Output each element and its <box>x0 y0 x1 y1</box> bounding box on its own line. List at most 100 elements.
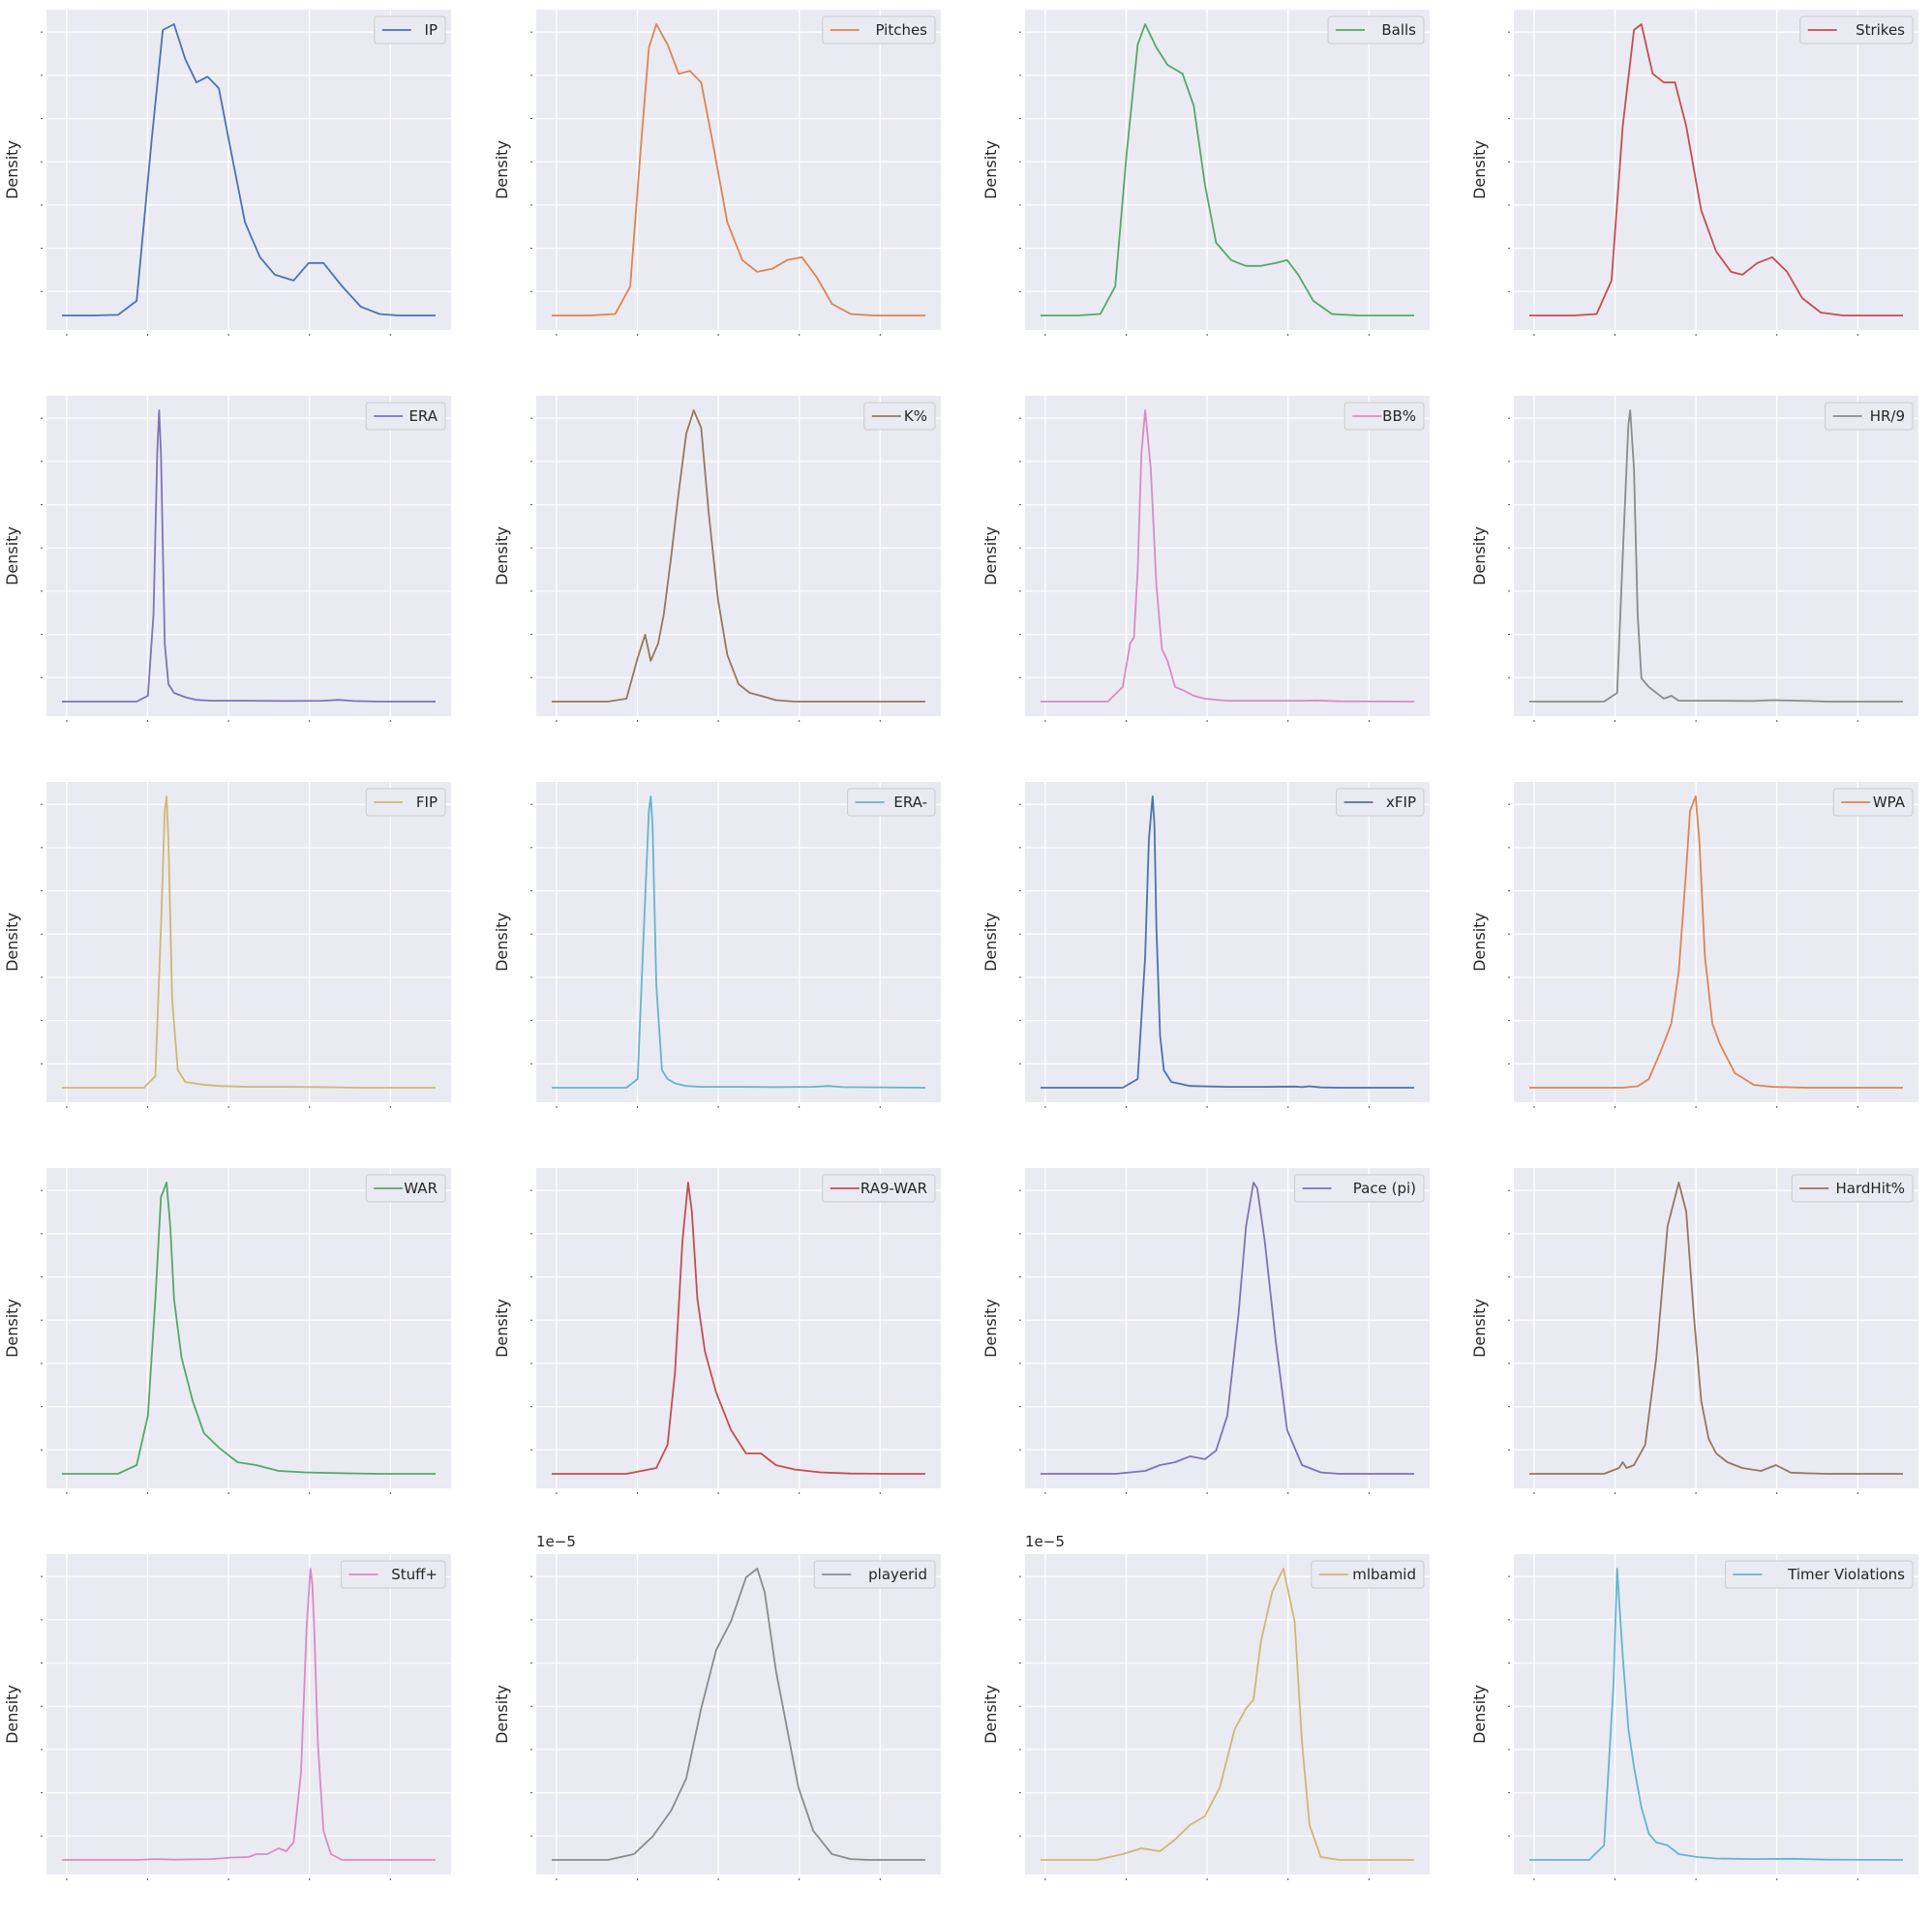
density-line <box>552 1182 925 1475</box>
legend: Pace (pi) <box>1294 1174 1425 1203</box>
density-chart-svg: Density FIP <box>3 782 451 1108</box>
plot-area <box>1514 782 1918 1102</box>
density-panel: Density K% <box>490 386 980 760</box>
legend: ERA <box>365 402 446 431</box>
legend-box <box>365 788 446 817</box>
legend: Stuff+ <box>340 1560 446 1589</box>
plot-area <box>1025 782 1430 1102</box>
legend-label: Strikes <box>1856 21 1905 39</box>
legend-box <box>1832 788 1914 817</box>
legend-label: K% <box>904 407 927 425</box>
axis-offset-label: 1e−5 <box>536 1533 576 1550</box>
density-line <box>1041 795 1414 1089</box>
density-panel: Density Timer Violations <box>1467 1544 1932 1918</box>
y-axis-label: Density <box>493 1685 511 1744</box>
plot-area <box>1025 1168 1430 1488</box>
density-line <box>552 23 925 316</box>
density-panel: Density HR/9 <box>1467 386 1932 760</box>
y-axis-label: Density <box>3 526 21 585</box>
legend-label: RA9-WAR <box>860 1180 927 1197</box>
y-axis-label: Density <box>493 913 511 972</box>
legend-box <box>1336 788 1425 817</box>
density-chart-svg: Density Stuff+ <box>3 1554 451 1880</box>
density-panel: Density xFIP <box>979 772 1468 1146</box>
density-line <box>62 23 436 316</box>
density-chart-svg: Density BB% <box>981 396 1430 722</box>
legend: BB% <box>1343 402 1425 431</box>
legend-label: xFIP <box>1386 794 1416 811</box>
density-line <box>1041 409 1415 703</box>
legend: IP <box>374 15 446 45</box>
density-panel: Density 1e−5 playerid <box>490 1533 980 1918</box>
y-axis-label: Density <box>1470 1685 1489 1744</box>
density-chart-svg: Density ERA- <box>493 782 941 1108</box>
density-line <box>62 1182 436 1475</box>
density-panel: Density Balls <box>979 0 1468 374</box>
legend: WAR <box>365 1174 446 1203</box>
plot-area <box>1025 396 1430 716</box>
y-axis-label: Density <box>493 140 511 199</box>
legend-box <box>847 788 936 817</box>
legend-box <box>1724 1560 1914 1589</box>
y-axis-label: Density <box>3 913 21 972</box>
legend-label: HardHit% <box>1836 1180 1905 1197</box>
plot-area <box>1514 10 1918 330</box>
legend: playerid <box>813 1560 936 1589</box>
plot-area <box>1514 1554 1918 1874</box>
legend-label: Pace (pi) <box>1353 1180 1416 1197</box>
y-axis-label: Density <box>981 913 1000 972</box>
density-chart-svg: Density WPA <box>1470 782 1918 1108</box>
density-panel: Density ERA- <box>490 772 980 1146</box>
plot-area <box>46 1554 451 1874</box>
density-line <box>552 409 925 703</box>
legend-label: Stuff+ <box>391 1566 438 1583</box>
legend: HR/9 <box>1825 402 1914 431</box>
density-panel: Density Stuff+ <box>0 1544 490 1918</box>
density-chart-svg: Density Timer Violations <box>1470 1554 1918 1880</box>
legend-label: ERA- <box>893 794 927 811</box>
plot-area <box>46 10 451 330</box>
legend-box <box>340 1560 446 1589</box>
density-panel: Density HardHit% <box>1467 1158 1932 1532</box>
y-axis-label: Density <box>981 140 1000 199</box>
density-line <box>1041 1182 1414 1475</box>
density-panel: Density FIP <box>0 772 490 1146</box>
density-chart-svg: Density RA9-WAR <box>493 1168 941 1494</box>
legend-label: FIP <box>416 794 438 811</box>
legend-box <box>365 1174 446 1203</box>
density-panel: Density Pace (pi) <box>979 1158 1468 1532</box>
plot-area <box>46 1168 451 1488</box>
axis-offset-label: 1e−5 <box>1025 1533 1065 1550</box>
legend: Strikes <box>1799 15 1914 45</box>
density-chart-svg: Density Pitches <box>493 10 941 336</box>
density-chart-svg: Density xFIP <box>981 782 1430 1108</box>
density-line <box>1529 795 1903 1089</box>
density-chart-svg: Density Pace (pi) <box>981 1168 1430 1494</box>
legend-label: Balls <box>1381 21 1416 39</box>
legend-box <box>1825 402 1914 431</box>
legend: ERA- <box>847 788 936 817</box>
plot-area <box>536 10 941 330</box>
y-axis-label: Density <box>3 1685 21 1744</box>
legend-label: ERA <box>408 407 438 425</box>
legend-label: mlbamid <box>1352 1566 1416 1583</box>
density-line <box>1041 1568 1414 1861</box>
density-line <box>552 1568 925 1861</box>
density-panel: Density RA9-WAR <box>490 1158 980 1532</box>
density-chart-svg: Density Balls <box>981 10 1430 336</box>
y-axis-label: Density <box>1470 913 1489 972</box>
legend: Timer Violations <box>1724 1560 1914 1589</box>
density-line <box>62 409 436 703</box>
legend-label: IP <box>425 21 438 39</box>
density-chart-svg: Density K% <box>493 396 941 722</box>
density-line <box>1529 1182 1903 1475</box>
y-axis-label: Density <box>1470 140 1489 199</box>
plot-area <box>46 396 451 716</box>
legend-box <box>365 402 446 431</box>
density-chart-svg: Density HR/9 <box>1470 396 1918 722</box>
density-panel: Density Pitches <box>490 0 980 374</box>
legend: HardHit% <box>1791 1174 1914 1203</box>
y-axis-label: Density <box>981 526 1000 585</box>
legend-box <box>1327 15 1425 45</box>
legend-box <box>822 15 936 45</box>
